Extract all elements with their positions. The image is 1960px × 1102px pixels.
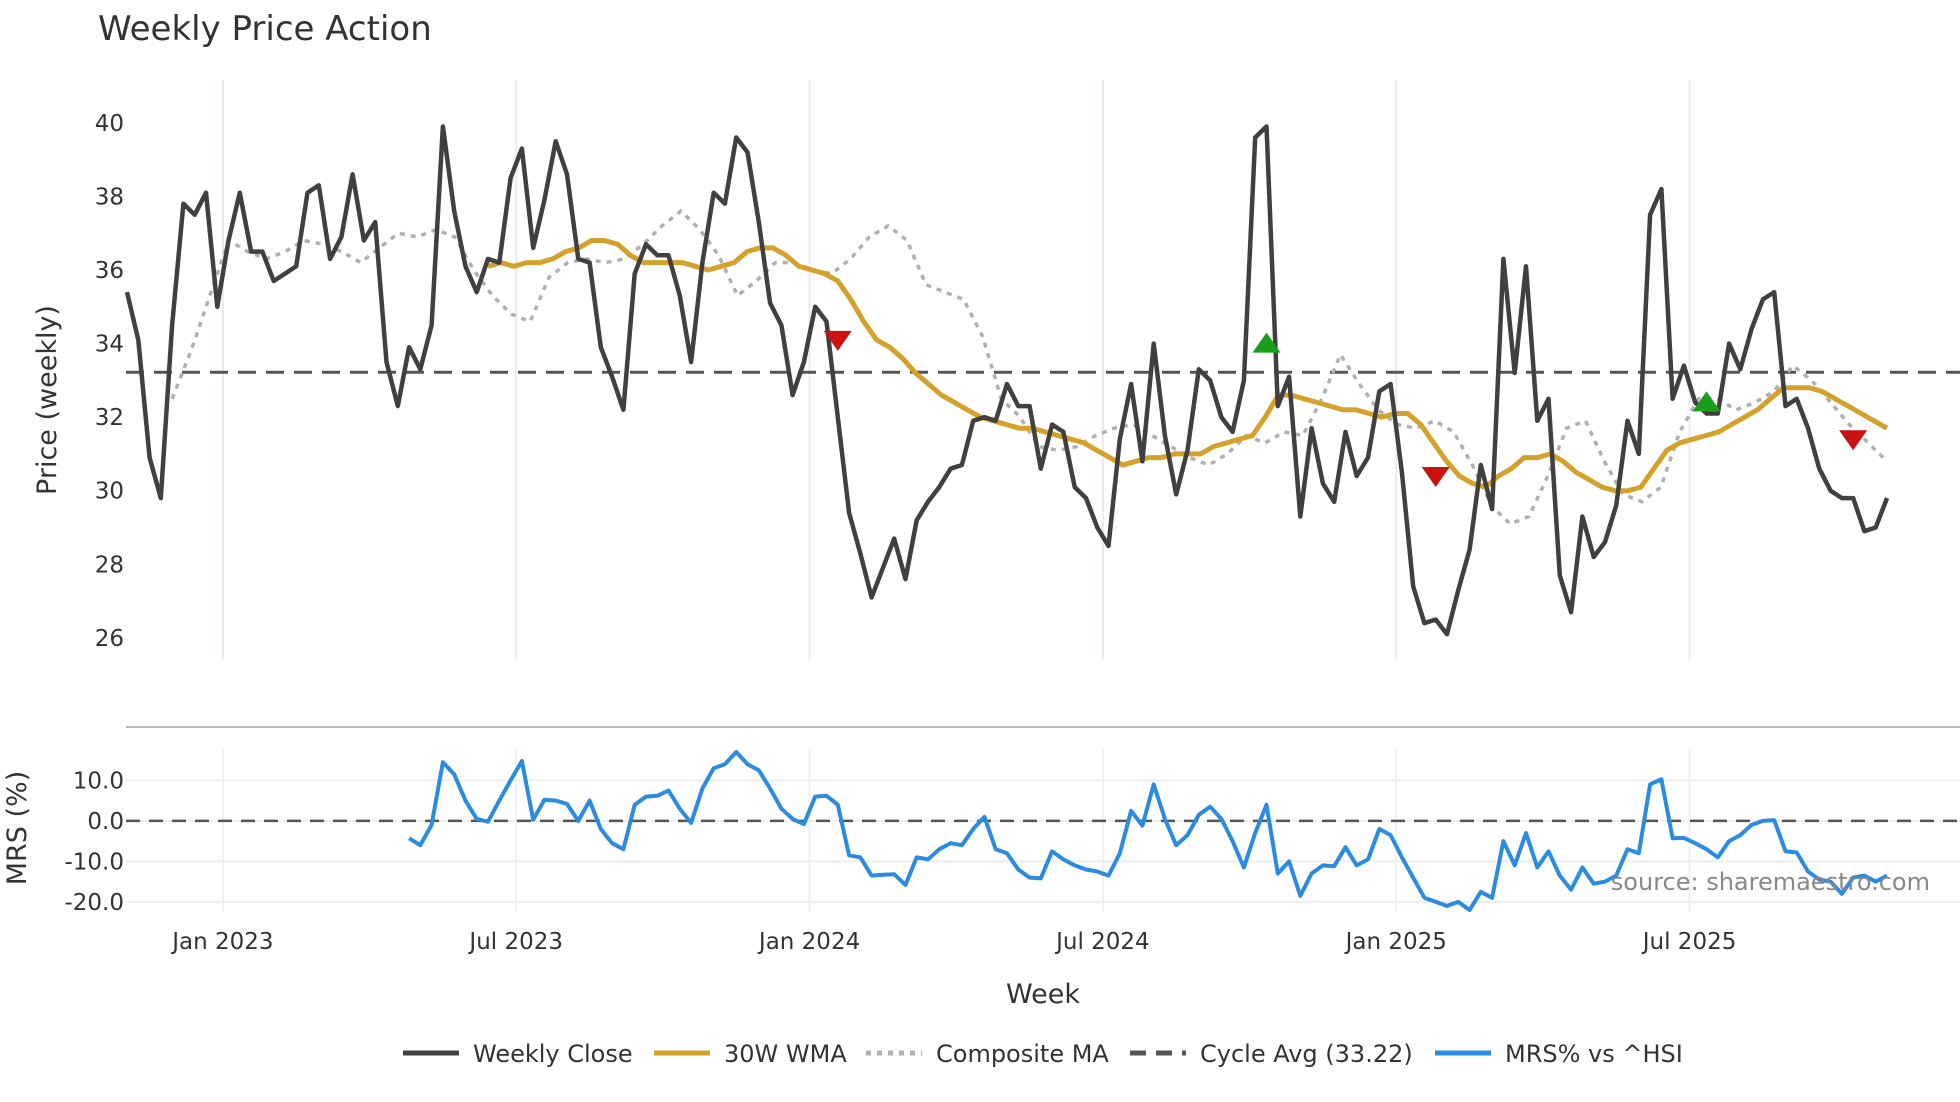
signal-markers: [823, 330, 1868, 488]
x-tick-label: Jan 2025: [1344, 929, 1447, 955]
legend-label: Composite MA: [936, 1040, 1109, 1068]
price-y-ticks: 26 28 30 32 34 36 38 40: [95, 111, 124, 652]
sell-signal-marker: [823, 330, 852, 351]
legend-label: 30W WMA: [724, 1040, 847, 1068]
legend-label: MRS% vs ^HSI: [1505, 1040, 1683, 1068]
mrs-y-label: MRS (%): [2, 771, 33, 886]
price-y-tick: 34: [95, 332, 124, 358]
series-weekly-close: [124, 124, 1890, 637]
series-composite-ma: [170, 208, 1889, 526]
mrs-y-tick: 0.0: [87, 809, 124, 835]
mrs-y-tick: -10.0: [64, 849, 124, 875]
x-tick-label: Jul 2024: [1054, 929, 1150, 955]
legend-label: Weekly Close: [473, 1040, 633, 1068]
mrs-y-ticks: 10.0 0.0 -10.0 -20.0: [64, 768, 124, 915]
x-tick-label: Jan 2024: [757, 929, 860, 955]
x-axis-label: Week: [1006, 979, 1080, 1010]
series-mrs: [408, 750, 1888, 912]
price-y-tick: 40: [95, 111, 124, 137]
mrs-y-tick: -20.0: [64, 890, 124, 916]
price-y-tick: 32: [95, 405, 124, 431]
legend-label: Cycle Avg (33.22): [1200, 1040, 1413, 1068]
price-y-tick: 38: [95, 184, 124, 210]
sell-signal-marker: [1421, 467, 1450, 488]
buy-signal-marker: [1252, 332, 1281, 353]
mrs-y-tick: 10.0: [73, 768, 124, 794]
sell-signal-marker: [1839, 430, 1868, 451]
price-panel-grid: [221, 80, 1691, 660]
price-y-label: Price (weekly): [32, 305, 63, 495]
price-y-tick: 30: [95, 479, 124, 505]
price-y-tick: 28: [95, 552, 124, 578]
x-tick-label: Jul 2025: [1641, 929, 1737, 955]
chart-title: Weekly Price Action: [98, 9, 432, 49]
source-watermark: source: sharemaestro.com: [1611, 868, 1930, 896]
x-tick-label: Jan 2023: [170, 929, 273, 955]
legend: Weekly Close 30W WMA Composite MA Cycle Avg…: [403, 1040, 1683, 1068]
x-tick-label: Jul 2023: [467, 929, 563, 955]
buy-signal-marker: [1692, 391, 1721, 412]
price-y-tick: 26: [95, 626, 124, 652]
price-y-tick: 36: [95, 258, 124, 284]
x-ticks: Jan 2023 Jul 2023 Jan 2024 Jul 2024 Jan 2025…: [170, 929, 1736, 955]
